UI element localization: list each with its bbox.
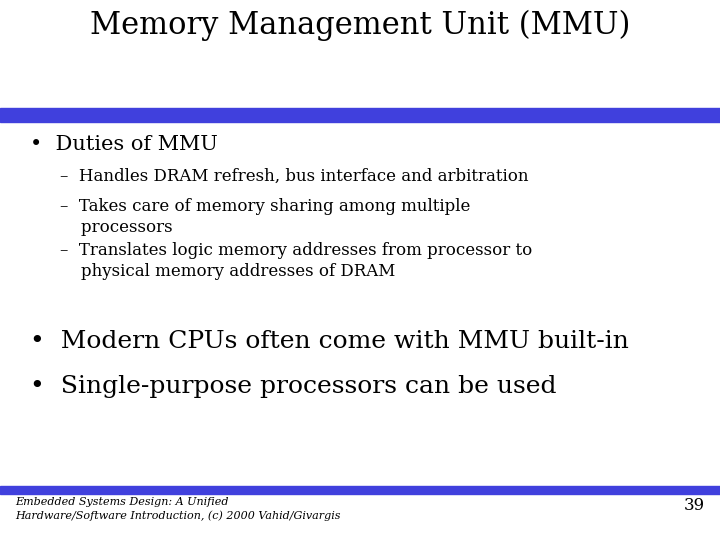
Bar <box>0 486 720 494</box>
Text: •  Modern CPUs often come with MMU built-in: • Modern CPUs often come with MMU built-… <box>30 330 629 353</box>
Bar <box>0 108 720 122</box>
Text: 39: 39 <box>684 497 705 514</box>
Text: –  Handles DRAM refresh, bus interface and arbitration: – Handles DRAM refresh, bus interface an… <box>60 168 528 185</box>
Text: –  Takes care of memory sharing among multiple
    processors: – Takes care of memory sharing among mul… <box>60 198 470 236</box>
Text: •  Single-purpose processors can be used: • Single-purpose processors can be used <box>30 375 557 398</box>
Text: Embedded Systems Design: A Unified
Hardware/Software Introduction, (c) 2000 Vahi: Embedded Systems Design: A Unified Hardw… <box>15 497 341 521</box>
Text: •  Duties of MMU: • Duties of MMU <box>30 135 218 154</box>
Text: Memory Management Unit (MMU): Memory Management Unit (MMU) <box>90 10 630 41</box>
Text: –  Translates logic memory addresses from processor to
    physical memory addre: – Translates logic memory addresses from… <box>60 242 532 280</box>
